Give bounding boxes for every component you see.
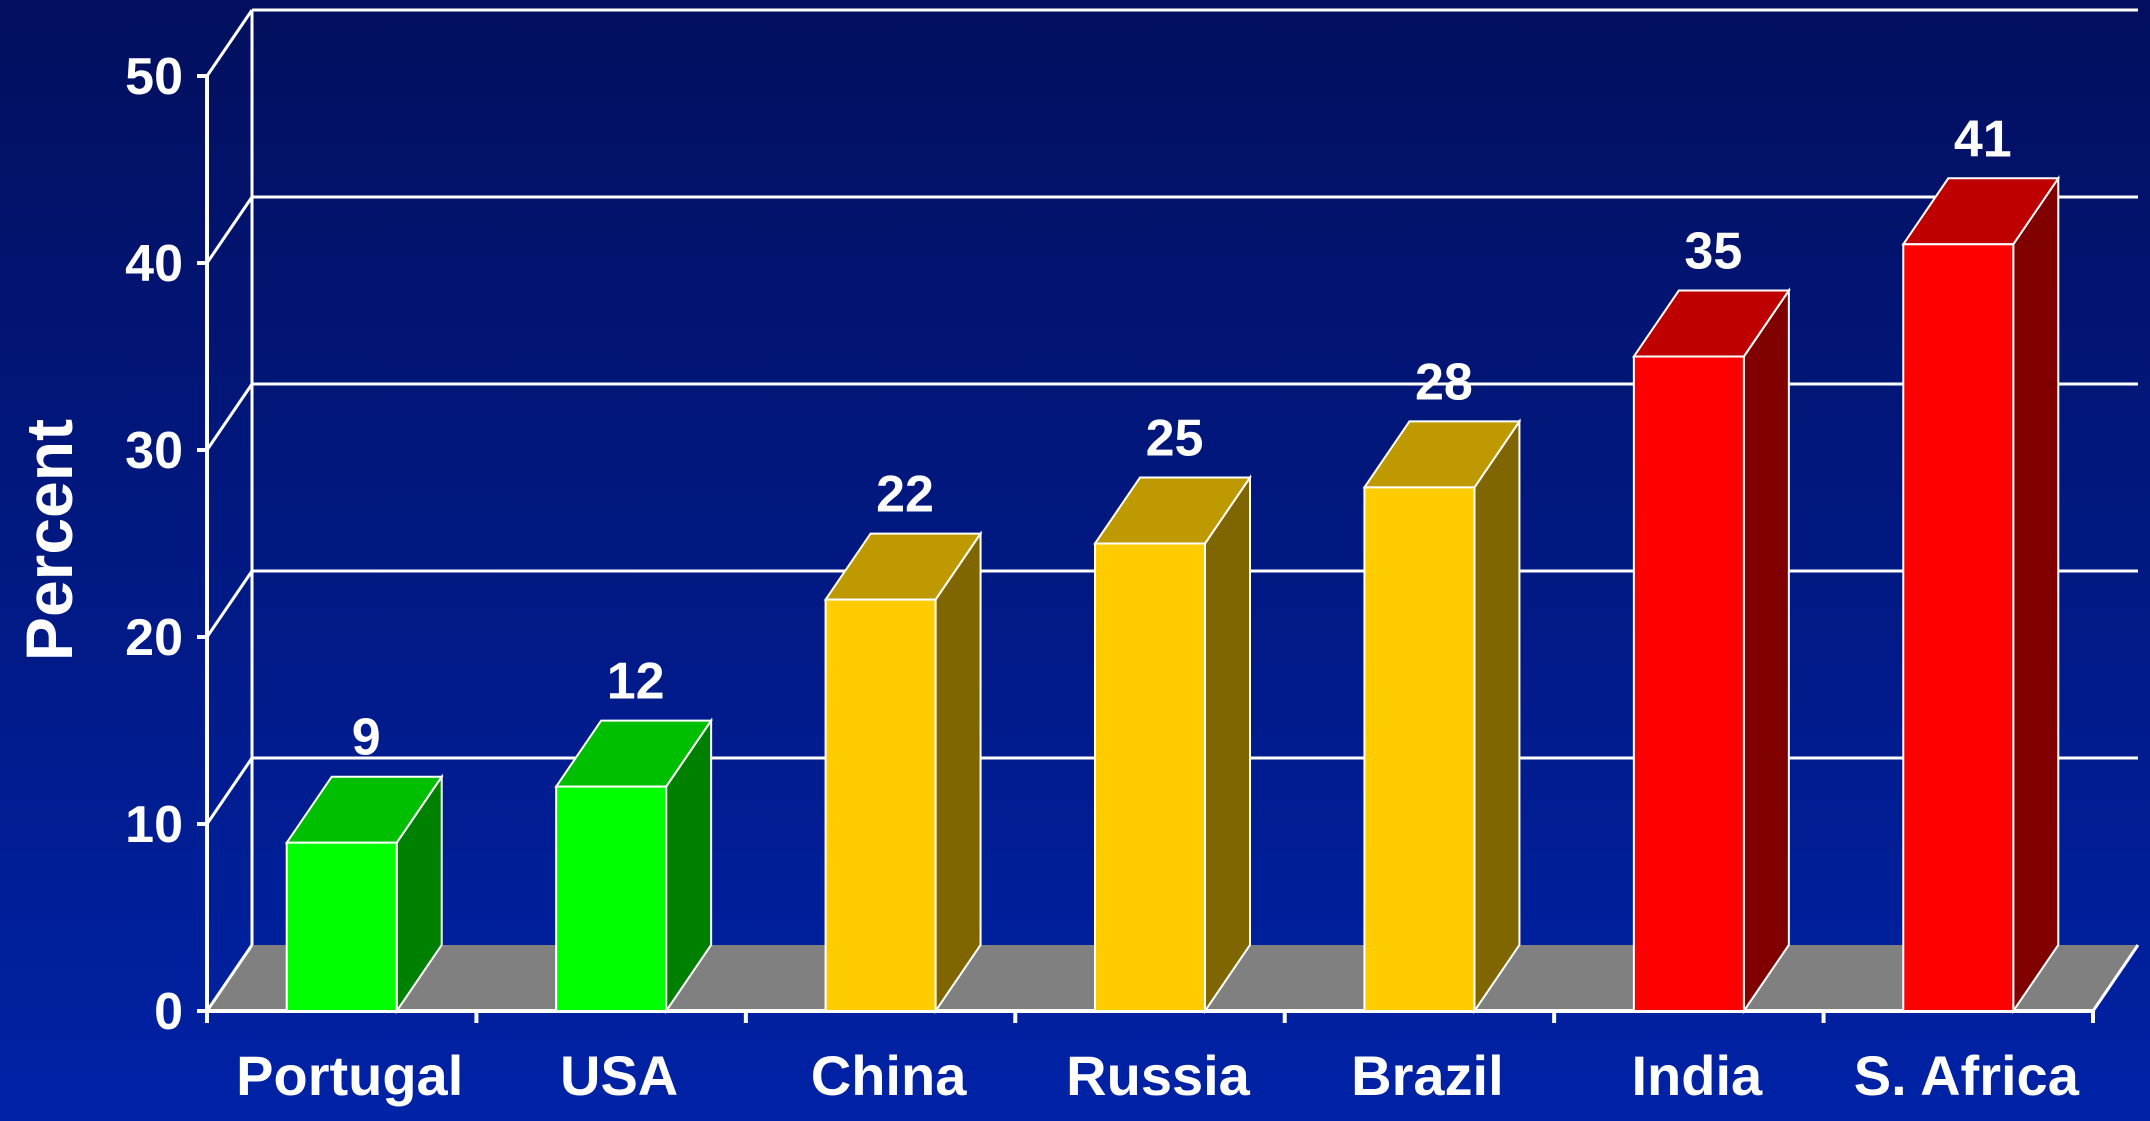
data-label: 25 (1146, 410, 1204, 468)
bar-side (1742, 287, 1790, 1015)
x-tick-label: Portugal (236, 1044, 463, 1107)
bar (1631, 287, 1791, 1015)
floor-right-edge (2091, 944, 2140, 1012)
gridline-diagonal (205, 757, 254, 825)
data-label: 9 (352, 709, 381, 767)
bars (284, 175, 2061, 1015)
bar (1362, 418, 1522, 1015)
y-tick-label: 10 (125, 796, 183, 854)
bar-front (1094, 542, 1206, 1012)
gridline-diagonal (205, 9, 254, 77)
bar-side (934, 530, 982, 1015)
y-axis-title: Percent (12, 419, 86, 661)
x-tick-label: S. Africa (1854, 1044, 2080, 1107)
x-tick-label: Russia (1066, 1044, 1250, 1107)
y-tick-label: 20 (125, 609, 183, 667)
bar-front (1902, 243, 2015, 1013)
bar (1093, 474, 1252, 1015)
bar (284, 773, 444, 1015)
y-tick-label: 50 (125, 48, 183, 106)
bar-side (1204, 474, 1251, 1015)
bar-front (1363, 486, 1476, 1012)
data-label: 35 (1684, 223, 1742, 281)
y-tick-label: 40 (125, 235, 183, 293)
bar (1901, 175, 2061, 1015)
bar-front (824, 598, 937, 1012)
y-tick-label: 0 (154, 983, 183, 1041)
bar (554, 717, 714, 1015)
data-label: 12 (607, 653, 665, 711)
gridline-diagonal (205, 944, 254, 1012)
gridline-diagonal (205, 196, 254, 264)
bar-side (2012, 175, 2060, 1015)
bar (823, 530, 983, 1015)
x-tick-label: China (811, 1044, 967, 1107)
y-tick-label: 30 (125, 422, 183, 480)
gridline-diagonal (205, 570, 254, 638)
bar-front (1632, 355, 1745, 1012)
bar-front (555, 785, 668, 1012)
labels: 9 Portugal 12 USA 22 China 25 Russia 28 Brazil 35 I… (236, 110, 2080, 1107)
data-label: 28 (1415, 353, 1473, 411)
bar-side (1473, 418, 1521, 1015)
gridline-diagonal (205, 383, 254, 451)
bar-front (285, 841, 398, 1013)
x-tick-label: USA (560, 1044, 678, 1107)
data-label: 41 (1954, 110, 2012, 168)
x-tick-label: Brazil (1351, 1044, 1504, 1107)
x-tick-label: India (1632, 1044, 1764, 1107)
data-label: 22 (876, 466, 934, 524)
